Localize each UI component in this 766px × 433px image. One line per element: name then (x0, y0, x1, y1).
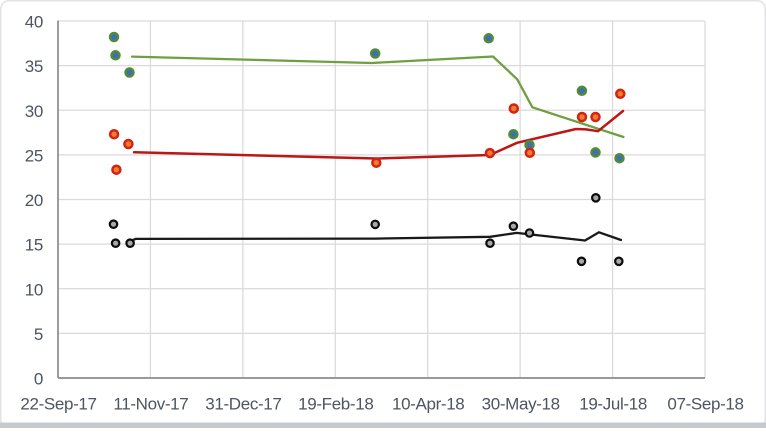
svg-text:31-Dec-17: 31-Dec-17 (205, 394, 281, 413)
svg-text:20: 20 (25, 191, 43, 210)
svg-text:5: 5 (34, 325, 43, 344)
svg-text:0: 0 (34, 370, 43, 389)
svg-text:25: 25 (25, 147, 43, 166)
svg-text:10-Apr-18: 10-Apr-18 (392, 394, 464, 413)
svg-text:07-Sep-18: 07-Sep-18 (667, 394, 743, 413)
svg-text:15: 15 (25, 236, 43, 255)
svg-text:40: 40 (25, 13, 43, 32)
svg-text:22-Sep-17: 22-Sep-17 (20, 394, 96, 413)
svg-text:35: 35 (25, 57, 43, 76)
svg-text:11-Nov-17: 11-Nov-17 (113, 394, 188, 413)
svg-text:30: 30 (25, 102, 43, 121)
svg-text:30-May-18: 30-May-18 (482, 394, 560, 413)
svg-text:19-Jul-18: 19-Jul-18 (579, 394, 647, 413)
svg-text:19-Feb-18: 19-Feb-18 (298, 394, 373, 413)
svg-text:10: 10 (25, 280, 43, 299)
